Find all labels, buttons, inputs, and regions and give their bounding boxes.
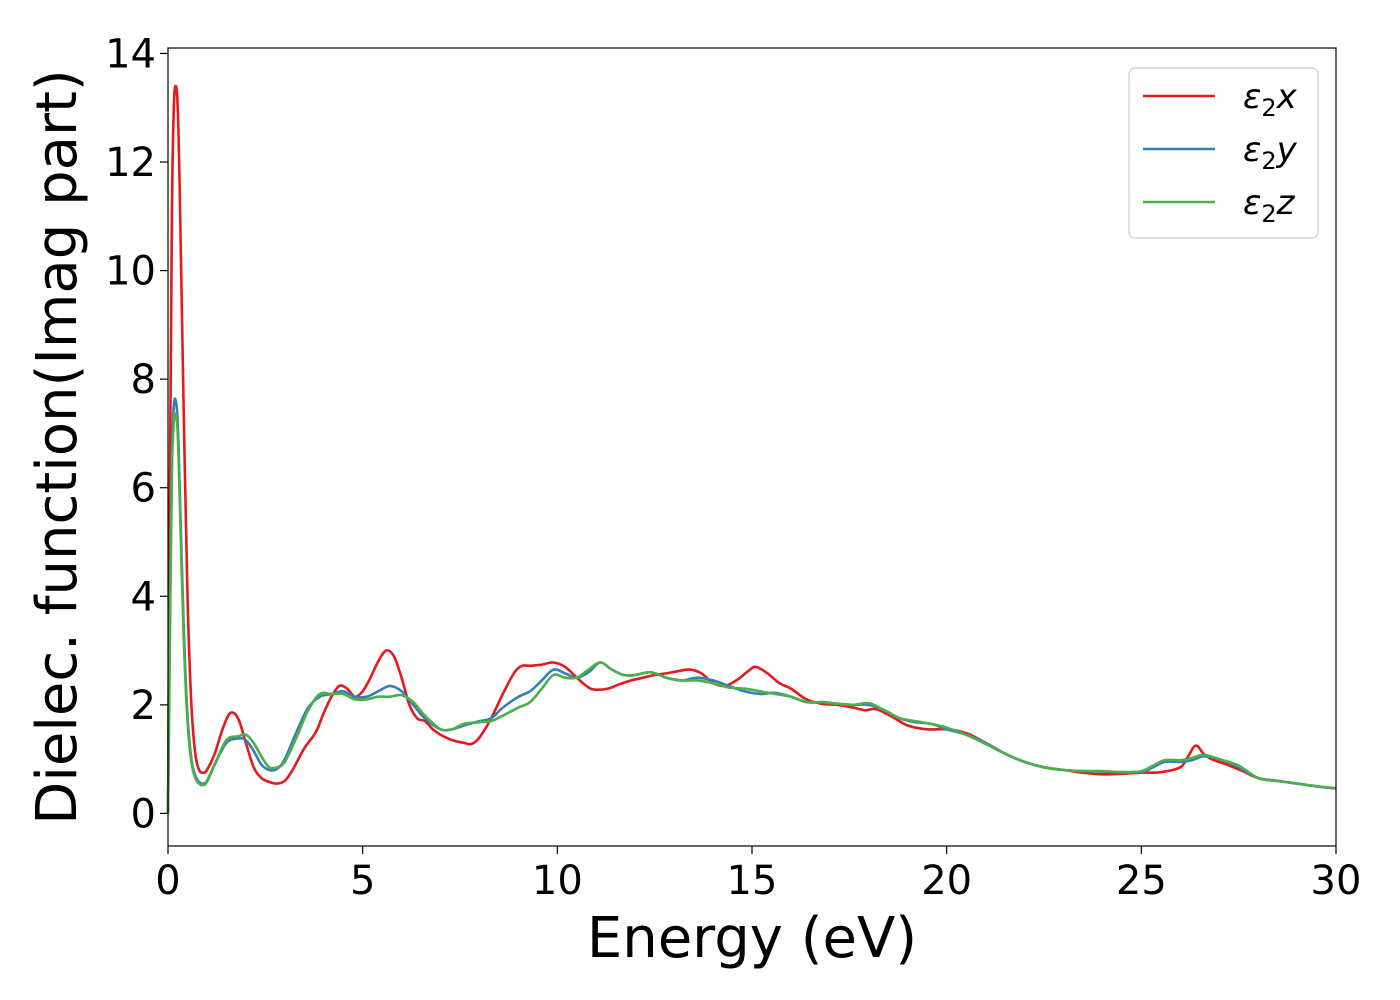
y-tick-label: 4 (131, 574, 156, 620)
legend-epsilon: ε (1243, 130, 1261, 170)
y-axis: 0 2 4 6 8 10 12 14 (105, 31, 168, 837)
series-line-z (166, 412, 1337, 814)
y-tick-label: 10 (105, 249, 156, 295)
x-tick-label: 20 (921, 858, 972, 904)
legend-label-y: ε2y (1243, 130, 1298, 175)
x-tick-label: 10 (532, 858, 583, 904)
y-axis-title: Dielec. function(Imag part) (25, 69, 90, 825)
legend-label-x: ε2x (1243, 77, 1298, 122)
y-tick-label: 12 (105, 140, 156, 186)
legend-subscript: 2 (1261, 147, 1276, 175)
legend-axis-letter: y (1276, 130, 1298, 170)
legend-subscript: 2 (1261, 200, 1276, 228)
legend-axis-letter: z (1276, 183, 1296, 223)
x-tick-label: 5 (350, 858, 375, 904)
y-tick-label: 2 (131, 683, 156, 729)
legend-subscript: 2 (1261, 94, 1276, 122)
legend-box (1128, 67, 1319, 239)
x-tick-label: 25 (1116, 858, 1167, 904)
y-tick-label: 14 (105, 31, 156, 77)
x-axis: 0 5 10 15 20 25 30 (155, 846, 1361, 904)
y-tick-label: 6 (131, 466, 156, 512)
series-line-y (166, 397, 1337, 814)
x-tick-label: 30 (1311, 858, 1362, 904)
legend-epsilon: ε (1243, 183, 1261, 223)
y-tick-label: 8 (131, 357, 156, 403)
legend-axis-letter: x (1276, 77, 1298, 117)
x-tick-label: 0 (155, 858, 180, 904)
x-tick-label: 15 (727, 858, 778, 904)
series-lines (166, 84, 1337, 814)
x-axis-title: Energy (eV) (587, 906, 917, 971)
y-tick-label: 0 (131, 791, 156, 837)
legend-epsilon: ε (1243, 77, 1261, 117)
legend-label-z: ε2z (1243, 183, 1296, 228)
